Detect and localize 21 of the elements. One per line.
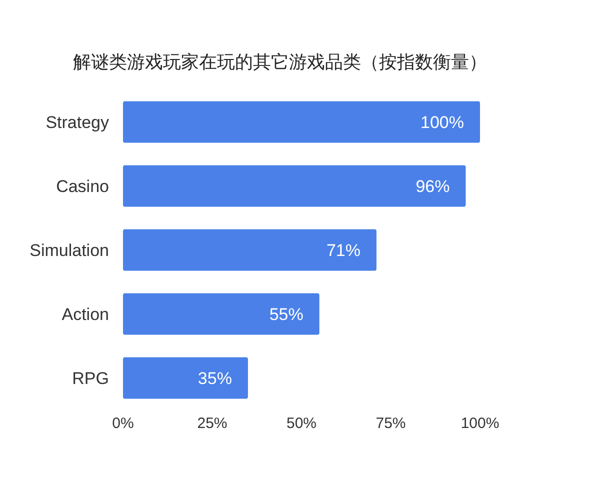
data-label: 35% bbox=[198, 369, 232, 388]
bar bbox=[123, 165, 466, 207]
bar bbox=[123, 293, 320, 335]
x-tick-label: 25% bbox=[197, 415, 228, 432]
x-tick-label: 0% bbox=[112, 415, 134, 432]
chart-title: 解谜类游戏玩家在玩的其它游戏品类（按指数衡量） bbox=[73, 52, 487, 72]
bar bbox=[123, 229, 376, 271]
y-tick-label: Simulation bbox=[30, 241, 109, 260]
bar bbox=[123, 101, 480, 143]
y-tick-label: Action bbox=[62, 305, 109, 324]
data-label: 96% bbox=[416, 177, 450, 196]
y-tick-label: Strategy bbox=[46, 113, 110, 132]
x-tick-label: 100% bbox=[460, 415, 500, 432]
x-tick-label: 75% bbox=[376, 415, 406, 432]
data-label: 71% bbox=[326, 241, 360, 260]
y-tick-label: Casino bbox=[56, 177, 109, 196]
bar bbox=[123, 357, 248, 399]
x-tick-label: 50% bbox=[286, 415, 317, 432]
y-tick-label: RPG bbox=[72, 369, 109, 388]
data-label: 100% bbox=[420, 113, 464, 132]
data-label: 55% bbox=[269, 305, 304, 324]
